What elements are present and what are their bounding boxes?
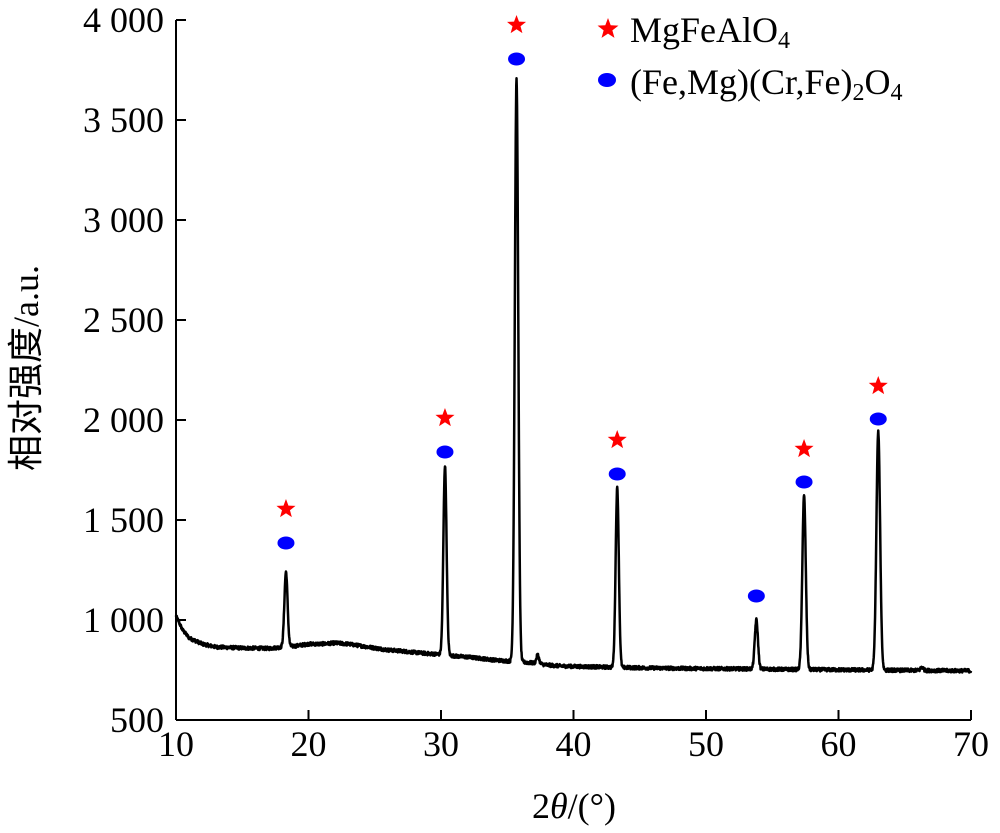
series-layer xyxy=(174,77,973,674)
phase-markers xyxy=(276,15,888,603)
legend-item-mgfealo4: MgFeAlO4 xyxy=(597,10,790,54)
legend-label-mgfealo4: MgFeAlO4 xyxy=(630,10,790,54)
legend-dot-icon xyxy=(598,73,616,87)
x-tick-label: 30 xyxy=(423,724,459,764)
dot-marker-icon xyxy=(795,475,813,489)
star-marker-icon xyxy=(607,430,627,449)
x-axis-title: 2θ/(°) xyxy=(532,786,616,826)
x-tick-label: 70 xyxy=(953,724,989,764)
xrd-pattern-line xyxy=(174,77,973,674)
legend-item-femgcrfe2o4: (Fe,Mg)(Cr,Fe)2O4 xyxy=(598,62,903,106)
dot-marker-icon xyxy=(608,467,626,481)
y-tick-label: 2 000 xyxy=(83,400,164,440)
x-axis-ticks: 10 20 30 40 50 60 70 xyxy=(158,710,989,764)
star-marker-icon xyxy=(276,499,296,518)
axes xyxy=(175,20,971,721)
star-marker-icon xyxy=(794,439,814,458)
y-axis-ticks: 500 1 000 1 500 2 000 2 500 3 000 3 500 4 000 xyxy=(83,0,186,740)
dot-marker-icon xyxy=(869,412,887,426)
y-tick-label: 3 000 xyxy=(83,200,164,240)
legend: MgFeAlO4 (Fe,Mg)(Cr,Fe)2O4 xyxy=(597,10,903,106)
dot-marker-icon xyxy=(277,536,295,550)
dot-marker-icon xyxy=(436,445,454,459)
y-tick-label: 4 000 xyxy=(83,0,164,40)
x-tick-label: 40 xyxy=(556,724,592,764)
y-axis-title: 相对强度/a.u. xyxy=(6,265,46,471)
legend-label-femgcrfe2o4: (Fe,Mg)(Cr,Fe)2O4 xyxy=(630,62,903,106)
legend-star-icon xyxy=(597,18,619,38)
star-marker-icon xyxy=(868,376,888,395)
y-tick-label: 3 500 xyxy=(83,100,164,140)
star-marker-icon xyxy=(435,408,455,427)
y-tick-label: 1 000 xyxy=(83,600,164,640)
x-tick-label: 20 xyxy=(291,724,327,764)
dot-marker-icon xyxy=(747,589,765,603)
x-tick-label: 50 xyxy=(688,724,724,764)
dot-marker-icon xyxy=(508,52,526,66)
y-tick-label: 2 500 xyxy=(83,300,164,340)
star-marker-icon xyxy=(507,15,527,34)
y-tick-label: 1 500 xyxy=(83,500,164,540)
y-tick-label: 500 xyxy=(110,700,164,740)
x-tick-label: 10 xyxy=(158,724,194,764)
x-tick-label: 60 xyxy=(821,724,857,764)
